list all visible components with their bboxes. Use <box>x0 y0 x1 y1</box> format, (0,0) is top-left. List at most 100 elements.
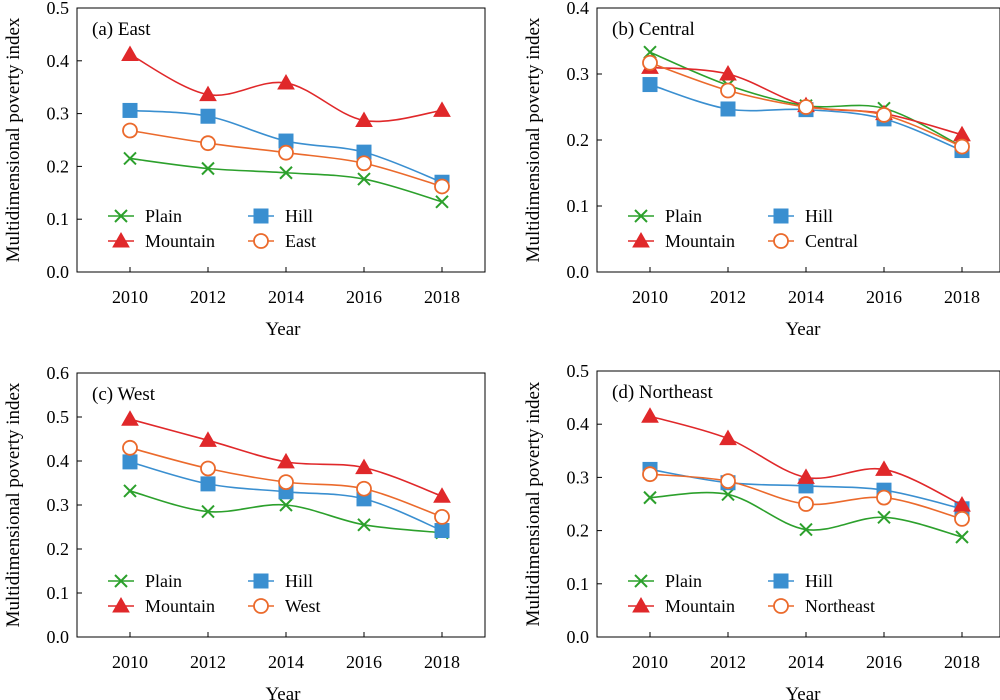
panel-title: (b) Central <box>612 19 695 40</box>
legend-item-central: Central <box>768 231 858 251</box>
data-point <box>277 73 295 90</box>
data-point <box>954 138 970 155</box>
legend-label: Mountain <box>145 231 215 251</box>
series-mountain <box>641 407 971 512</box>
y-tick-label: 0.4 <box>567 0 590 18</box>
legend-label: Plain <box>665 571 702 591</box>
data-point <box>200 460 216 477</box>
x-tick-label: 2014 <box>268 652 304 672</box>
legend-label: Plain <box>145 206 182 226</box>
legend-marker <box>114 209 128 223</box>
data-point <box>200 135 216 152</box>
y-tick-label: 0.2 <box>47 156 70 176</box>
legend-label: Central <box>805 231 858 251</box>
x-tick-label: 2018 <box>944 652 980 672</box>
data-point <box>355 458 373 475</box>
series-hill <box>642 77 970 159</box>
x-tick-label: 2012 <box>710 652 746 672</box>
data-point <box>954 510 970 527</box>
data-point <box>642 466 658 483</box>
legend-item-mountain: Mountain <box>628 596 735 616</box>
data-point <box>201 161 215 176</box>
data-point <box>719 429 737 446</box>
chart-panel-2: 0.0 0.1 0.2 0.3 0.4 2010 2012 2014 2016 2018 Year M… <box>523 0 1000 340</box>
data-point <box>355 111 373 127</box>
y-tick-label: 0.5 <box>47 407 70 427</box>
y-tick-label: 0.4 <box>567 414 590 434</box>
data-point <box>357 518 371 532</box>
x-axis-title: Year <box>265 684 301 700</box>
x-axis-title: Year <box>785 684 821 700</box>
chart-panel-4: 0.0 0.1 0.2 0.3 0.4 0.5 2010 2012 2014 2016 2018 Ye… <box>523 361 1000 700</box>
data-point <box>720 82 736 99</box>
legend-label: Mountain <box>665 231 735 251</box>
data-point <box>641 407 659 423</box>
legend-marker <box>773 598 789 614</box>
data-point <box>122 102 138 118</box>
data-point <box>434 523 450 539</box>
data-point <box>201 504 215 519</box>
y-tick-label: 0.2 <box>567 130 590 150</box>
data-point <box>877 510 891 525</box>
data-point <box>433 101 451 117</box>
legend-marker <box>114 574 128 588</box>
data-point <box>279 166 293 180</box>
legend-label: Plain <box>665 206 702 226</box>
legend-item-hill: Hill <box>248 571 313 591</box>
data-point <box>876 489 892 506</box>
legend-marker <box>632 596 650 613</box>
y-tick-label: 0.1 <box>47 209 70 229</box>
data-point <box>200 108 216 124</box>
x-tick-label: 2014 <box>788 652 824 672</box>
series-plain <box>123 151 449 209</box>
data-point <box>434 178 450 195</box>
panel-title: (a) East <box>92 19 151 40</box>
legend-item-plain: Plain <box>108 206 182 226</box>
legend-marker <box>773 573 789 589</box>
legend-marker <box>112 596 130 613</box>
y-axis-title: Multidimensional poverty index <box>3 382 24 627</box>
y-tick-label: 0.3 <box>47 104 70 124</box>
chart-panel-1: 0.0 0.1 0.2 0.3 0.4 0.5 2010 2012 2014 2016 2018 Ye… <box>3 0 486 340</box>
data-point <box>642 54 658 71</box>
data-point <box>200 476 216 492</box>
y-tick-label: 0.6 <box>47 363 70 383</box>
series-west <box>122 439 450 525</box>
x-tick-label: 2010 <box>112 652 148 672</box>
x-tick-label: 2014 <box>788 287 824 307</box>
legend-label: Plain <box>145 571 182 591</box>
legend-item-mountain: Mountain <box>628 231 735 251</box>
data-point <box>121 45 139 61</box>
y-tick-label: 0.5 <box>47 0 70 18</box>
data-point <box>278 144 294 161</box>
data-point <box>278 474 294 491</box>
x-tick-label: 2010 <box>112 287 148 307</box>
data-point <box>435 195 449 209</box>
legend-item-plain: Plain <box>628 571 702 591</box>
legend-label: Mountain <box>665 596 735 616</box>
legend-label: East <box>285 231 316 251</box>
legend-item-hill: Hill <box>248 206 313 226</box>
legend-item-plain: Plain <box>628 206 702 226</box>
data-point <box>433 487 451 503</box>
data-point <box>123 484 137 498</box>
x-tick-label: 2012 <box>710 287 746 307</box>
legend-item-plain: Plain <box>108 571 182 591</box>
legend-item-east: East <box>248 231 316 251</box>
y-tick-label: 0.5 <box>567 361 590 381</box>
legend-marker <box>253 598 269 614</box>
legend-label: West <box>285 596 321 616</box>
panel-title: (c) West <box>92 384 156 405</box>
y-axis-title: Multidimensional poverty index <box>523 17 544 262</box>
series-northeast <box>642 466 970 527</box>
y-tick-label: 0.1 <box>47 583 70 603</box>
data-point <box>199 431 217 447</box>
data-point <box>199 85 217 102</box>
data-point <box>642 77 658 93</box>
legend-marker <box>634 209 648 223</box>
legend-marker <box>773 208 789 224</box>
x-tick-label: 2016 <box>346 287 382 307</box>
series-central <box>642 54 970 155</box>
x-tick-label: 2010 <box>632 652 668 672</box>
